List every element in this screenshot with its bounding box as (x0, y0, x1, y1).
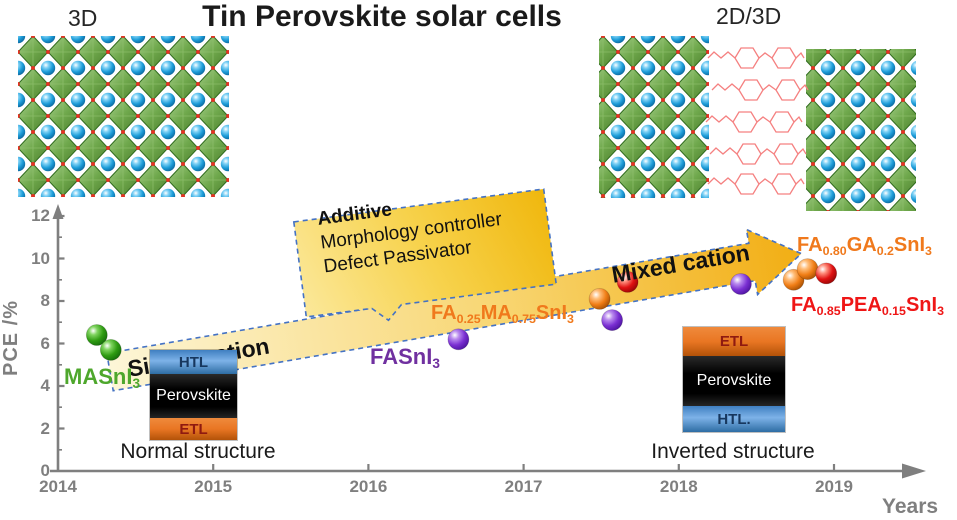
data-point-purple (730, 273, 752, 295)
formula-fasni3: FASnI3 (370, 344, 440, 372)
perovskite-lattice-3d (18, 36, 229, 197)
data-point-orange (588, 287, 611, 310)
data-point-red (616, 270, 639, 293)
x-tick-label: 2014 (39, 477, 77, 496)
data-point-red (815, 262, 838, 285)
formula-fapeasni3: FA0.85PEA0.15SnI3 (791, 294, 944, 318)
inverted-structure-caption: Inverted structure (651, 440, 815, 463)
normal-etl-layer: ETL (150, 418, 237, 440)
device-inverted-structure: ETL Perovskite HTL. (683, 327, 785, 432)
data-point-purple (447, 328, 470, 351)
figure-title: Tin Perovskite solar cells (202, 0, 562, 33)
x-tick-label: 2015 (194, 477, 233, 496)
device-normal-structure: HTL Perovskite ETL (150, 350, 237, 440)
y-tick-label: 8 (40, 291, 50, 310)
label-3d: 3D (68, 5, 98, 31)
normal-structure-caption: Normal structure (120, 440, 276, 463)
y-tick-label: 10 (31, 248, 50, 268)
additive-callout-bubble (292, 188, 558, 322)
x-tick-label: 2017 (504, 477, 543, 496)
axes (50, 213, 904, 473)
perovskite-lattice-2d3d-right (806, 49, 916, 211)
data-point-green (85, 324, 108, 346)
y-tick-label: 12 (31, 206, 50, 225)
x-tick-label: 2016 (349, 477, 388, 496)
formula-fagasni3: FA0.80GA0.2SnI3 (797, 234, 932, 258)
normal-perovskite-layer: Perovskite (150, 374, 237, 418)
x-tick-label: 2019 (815, 477, 853, 496)
organic-spacer-molecules (705, 47, 809, 195)
inverted-perovskite-layer: Perovskite (683, 356, 785, 406)
label-2d3d: 2D/3D (716, 3, 782, 29)
formula-famasni3: FA0.25MA0.75SnI3 (431, 302, 574, 326)
y-axis-arrowhead (52, 204, 64, 219)
normal-htl-layer: HTL (150, 350, 237, 374)
data-point-green (99, 338, 122, 361)
data-point-purple (601, 309, 623, 332)
inverted-etl-layer: ETL (683, 327, 785, 356)
data-points-layer (85, 258, 838, 361)
y-tick-label: 0 (40, 461, 50, 480)
data-point-orange (796, 258, 819, 281)
x-axis-title: Years (882, 495, 939, 518)
inverted-htl-layer: HTL. (683, 406, 785, 432)
formula-masni3: MASnI3 (64, 364, 141, 392)
x-axis-arrowhead (902, 463, 926, 479)
y-tick-label: 2 (40, 418, 50, 438)
y-tick-label: 6 (40, 333, 50, 353)
y-tick-label: 4 (40, 376, 50, 395)
perovskite-lattice-2d3d-left (599, 36, 709, 198)
x-tick-label: 2018 (659, 477, 698, 496)
